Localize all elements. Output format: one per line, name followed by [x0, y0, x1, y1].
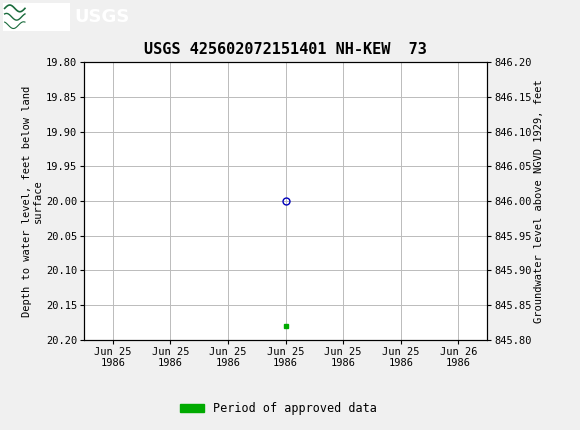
Text: USGS: USGS	[74, 8, 129, 26]
Legend: Period of approved data: Period of approved data	[175, 397, 382, 420]
Bar	[3, 3, 70, 31]
Y-axis label: Groundwater level above NGVD 1929, feet: Groundwater level above NGVD 1929, feet	[534, 79, 545, 323]
Title: USGS 425602072151401 NH-KEW  73: USGS 425602072151401 NH-KEW 73	[144, 42, 427, 57]
Y-axis label: Depth to water level, feet below land
surface: Depth to water level, feet below land su…	[21, 86, 43, 316]
